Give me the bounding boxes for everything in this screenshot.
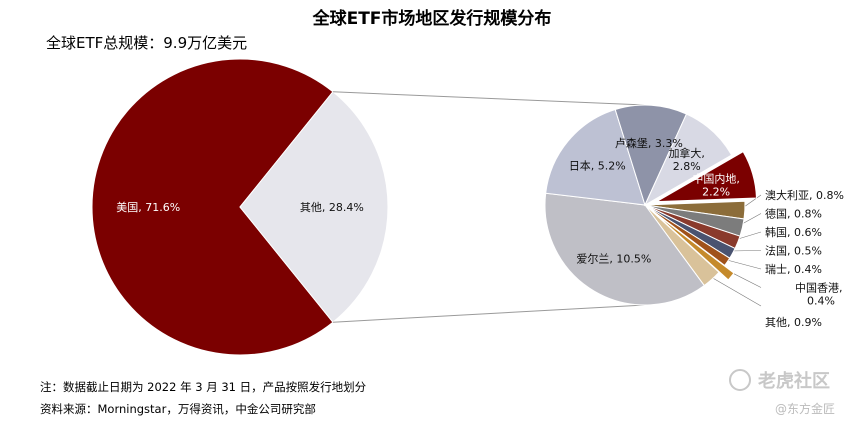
breakdown-pie <box>544 104 757 306</box>
main-pie <box>91 58 389 356</box>
chart-subtitle: 全球ETF总规模：9.9万亿美元 <box>46 34 247 52</box>
breakdown-slice-label: 其他, 0.9% <box>765 316 822 329</box>
breakdown-slice-日本 <box>545 108 646 206</box>
breakdown-slice-瑞士 <box>644 204 731 267</box>
breakdown-slice-label: 韩国, 0.6% <box>765 225 822 239</box>
slice-labels: 美国, 71.6% 其他, 28.4% 中国内地, 2.2% 澳大利亚, 0.8% 德国,… <box>116 136 844 329</box>
watermark-main: 老虎社区 <box>758 370 830 392</box>
leader-line <box>708 275 762 307</box>
source-note: 资料来源：Morningstar，万得资讯，中金公司研究部 <box>40 402 316 416</box>
main-slice-label: 美国, 71.6% <box>116 201 180 214</box>
footnote: 注：数据截止日期为 2022 年 3 月 31 日，产品按照发行地划分 <box>40 380 367 394</box>
connector-lines <box>332 91 762 323</box>
connector-top <box>332 91 646 106</box>
breakdown-slice-中国内地 <box>656 150 757 203</box>
breakdown-slice-label: 加拿大, 2.8% <box>668 146 705 173</box>
breakdown-slice-label: 爱尔兰, 10.5% <box>576 253 651 266</box>
breakdown-slice-卢森堡 <box>614 104 688 207</box>
chart-title: 全球ETF市场地区发行规模分布 <box>312 8 552 29</box>
main-slice-美国 <box>91 58 334 356</box>
breakdown-slice-label: 中国香港, 0.4% <box>795 282 843 308</box>
main-slice-label: 其他, 28.4% <box>300 201 364 214</box>
watermark-sub: @东方金匠 <box>775 401 835 416</box>
breakdown-slice-label: 中国内地, 2.2% <box>692 172 740 199</box>
breakdown-slice-label: 卢森堡, 3.3% <box>615 136 683 150</box>
watermark: 老虎社区 @东方金匠 <box>729 369 835 416</box>
leader-line <box>723 258 762 270</box>
breakdown-slice-label: 澳大利亚, 0.8% <box>765 188 844 202</box>
breakdown-slice-中国香港 <box>653 212 735 281</box>
breakdown-slice-label: 日本, 5.2% <box>569 158 626 172</box>
watermark-logo-icon <box>729 369 751 391</box>
breakdown-slice-label: 瑞士, 0.4% <box>765 262 822 276</box>
connector-bottom <box>332 304 646 323</box>
breakdown-slice-爱尔兰 <box>544 192 705 306</box>
breakdown-slice-加拿大 <box>643 113 733 207</box>
breakdown-slice-label: 法国, 0.5% <box>765 244 822 258</box>
breakdown-slice-label: 德国, 0.8% <box>765 207 822 221</box>
main-slice-其他 <box>239 91 389 323</box>
